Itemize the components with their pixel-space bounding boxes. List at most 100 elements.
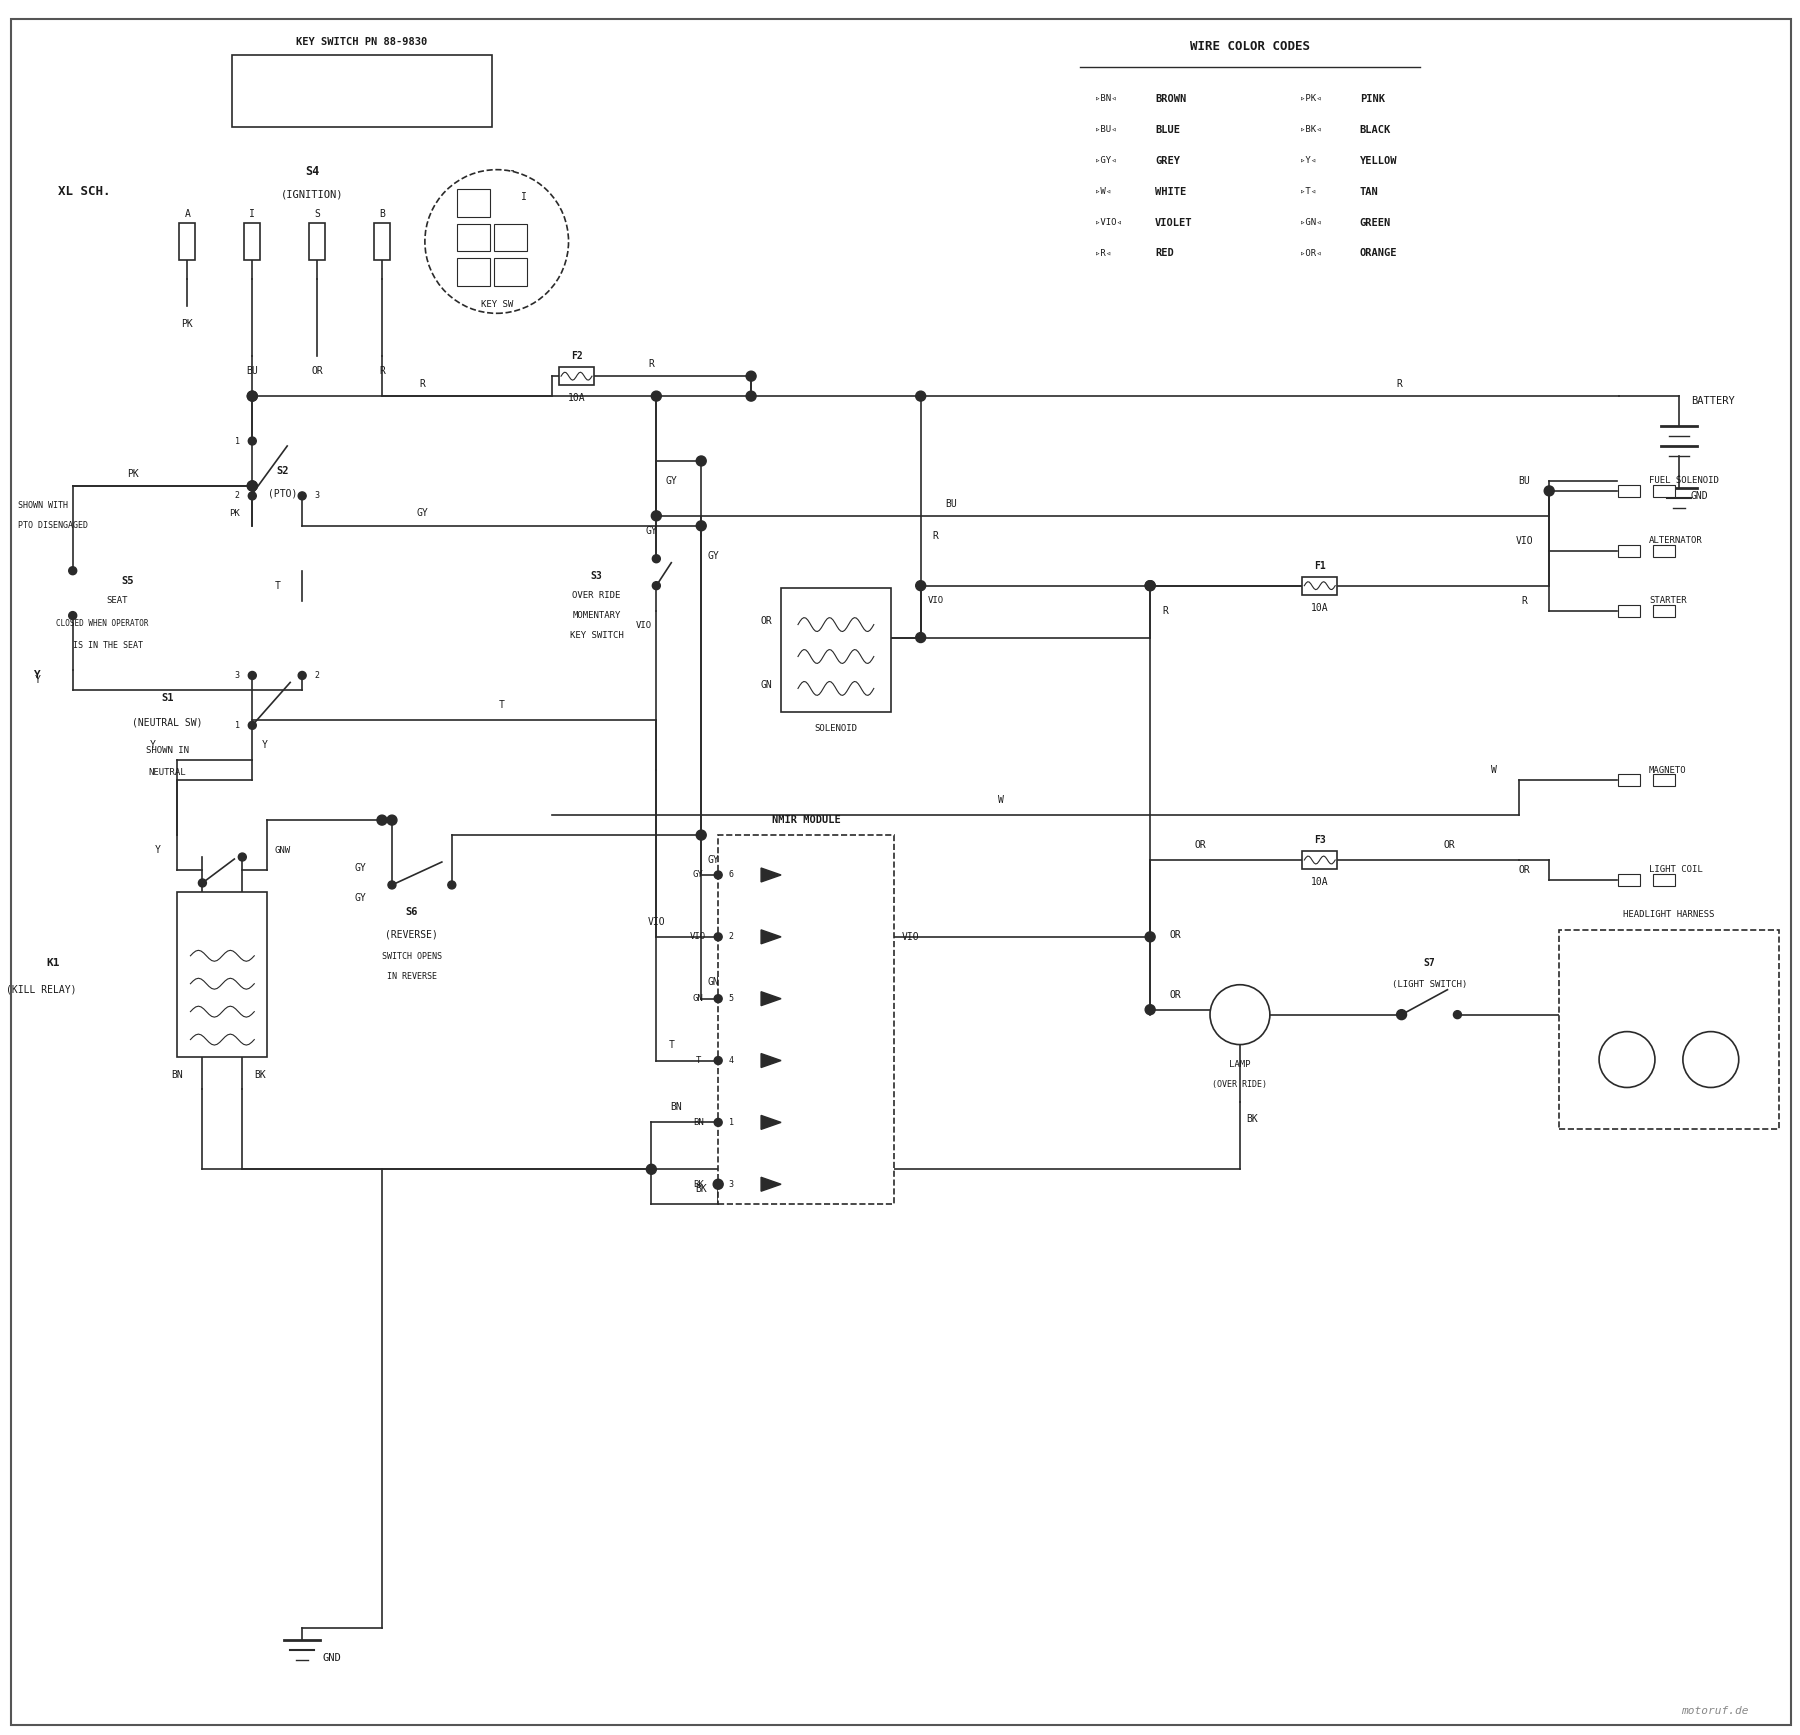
Text: PK: PK <box>126 468 139 479</box>
Text: ORANGE: ORANGE <box>1359 248 1397 259</box>
Circle shape <box>425 170 569 314</box>
Bar <box>1301 852 1337 869</box>
Text: ALTERNATOR: ALTERNATOR <box>1649 536 1703 545</box>
Text: GY: GY <box>355 862 365 873</box>
Circle shape <box>916 581 925 590</box>
Circle shape <box>715 1119 722 1126</box>
Text: I: I <box>250 208 256 219</box>
Text: Y: Y <box>261 741 266 750</box>
Circle shape <box>247 390 257 401</box>
Text: S: S <box>508 232 513 243</box>
Text: IS IN THE SEAT: IS IN THE SEAT <box>72 640 142 651</box>
Circle shape <box>299 493 306 500</box>
Text: A: A <box>470 267 475 278</box>
Text: S5: S5 <box>121 576 133 586</box>
Text: XL SCH.: XL SCH. <box>58 186 110 198</box>
Text: (NEUTRAL SW): (NEUTRAL SW) <box>131 717 203 727</box>
Circle shape <box>387 815 398 826</box>
Text: T: T <box>274 581 281 590</box>
Circle shape <box>697 520 706 531</box>
Bar <box>1652 774 1676 786</box>
Text: MOMENTARY: MOMENTARY <box>572 611 621 619</box>
Text: MAGNETO: MAGNETO <box>1649 765 1687 776</box>
Bar <box>374 222 391 260</box>
Text: VIO: VIO <box>1516 536 1534 547</box>
Text: BK: BK <box>1246 1114 1258 1124</box>
Circle shape <box>652 581 661 590</box>
Text: PK: PK <box>182 319 193 330</box>
Text: GY: GY <box>707 550 718 560</box>
Text: ▹GY◃: ▹GY◃ <box>1094 156 1116 165</box>
Circle shape <box>247 481 257 491</box>
Text: T: T <box>668 1039 675 1050</box>
Text: ▹Y◃: ▹Y◃ <box>1300 156 1316 165</box>
Text: I: I <box>520 191 527 201</box>
Text: GY: GY <box>355 894 365 902</box>
Text: W: W <box>1492 765 1498 776</box>
Circle shape <box>1210 985 1269 1044</box>
Bar <box>493 259 527 286</box>
Text: R: R <box>932 531 938 541</box>
Circle shape <box>299 671 306 680</box>
Text: BATTERY: BATTERY <box>1690 396 1735 406</box>
Bar <box>781 588 891 713</box>
Text: S1: S1 <box>162 694 175 703</box>
Text: X: X <box>470 198 475 208</box>
Text: Y: Y <box>34 670 41 680</box>
Text: OR: OR <box>1170 989 1181 999</box>
Circle shape <box>238 854 247 861</box>
Text: ▹PK◃: ▹PK◃ <box>1300 94 1321 104</box>
Text: SEAT: SEAT <box>106 597 128 606</box>
Text: ▹BN◃: ▹BN◃ <box>1094 94 1116 104</box>
Circle shape <box>652 510 661 520</box>
Text: B: B <box>508 267 513 278</box>
Circle shape <box>715 1057 722 1065</box>
Circle shape <box>1397 1012 1406 1018</box>
Text: (LIGHT SWITCH): (LIGHT SWITCH) <box>1391 980 1467 989</box>
Text: HEADLIGHT HARNESS: HEADLIGHT HARNESS <box>1624 911 1715 920</box>
Circle shape <box>1145 1005 1156 1015</box>
Text: VIOLET: VIOLET <box>1156 217 1193 227</box>
Polygon shape <box>761 868 781 881</box>
Bar <box>180 222 196 260</box>
Text: VIO: VIO <box>689 932 706 942</box>
Circle shape <box>1145 581 1156 590</box>
Text: A: A <box>185 208 191 219</box>
Circle shape <box>652 555 661 562</box>
Circle shape <box>715 871 722 880</box>
Text: YELLOW: YELLOW <box>1359 156 1397 165</box>
Text: SHOWN WITH: SHOWN WITH <box>18 501 68 510</box>
Text: KEY SWITCH PN 88-9830: KEY SWITCH PN 88-9830 <box>297 36 428 47</box>
Circle shape <box>1145 581 1156 590</box>
Text: ▹BU◃: ▹BU◃ <box>1094 125 1116 134</box>
Text: F3: F3 <box>1314 835 1325 845</box>
Circle shape <box>1453 1012 1462 1018</box>
Text: S4: S4 <box>304 165 319 179</box>
Circle shape <box>715 994 722 1003</box>
Text: (KILL RELAY): (KILL RELAY) <box>5 985 76 994</box>
Text: K1: K1 <box>47 958 59 968</box>
Text: (PTO): (PTO) <box>268 489 297 500</box>
Text: KEY SWITCH: KEY SWITCH <box>569 632 623 640</box>
Text: Y: Y <box>470 232 475 243</box>
Text: GND: GND <box>1690 491 1708 501</box>
Bar <box>232 56 491 127</box>
Text: 10A: 10A <box>567 394 585 403</box>
Circle shape <box>389 881 396 888</box>
Text: 2: 2 <box>234 491 239 500</box>
Text: Y: Y <box>155 845 160 855</box>
Circle shape <box>1145 932 1156 942</box>
Circle shape <box>747 390 756 401</box>
Polygon shape <box>761 1053 781 1067</box>
Bar <box>1301 576 1337 595</box>
Text: PK: PK <box>229 510 239 519</box>
Text: GY: GY <box>707 855 718 866</box>
Text: STARTER: STARTER <box>1649 597 1687 606</box>
Text: Y: Y <box>34 675 41 685</box>
Bar <box>1618 874 1640 887</box>
Text: T: T <box>499 701 504 710</box>
Bar <box>493 224 527 252</box>
Polygon shape <box>761 930 781 944</box>
Text: LIGHT COIL: LIGHT COIL <box>1649 866 1703 874</box>
Text: BN: BN <box>693 1117 704 1128</box>
